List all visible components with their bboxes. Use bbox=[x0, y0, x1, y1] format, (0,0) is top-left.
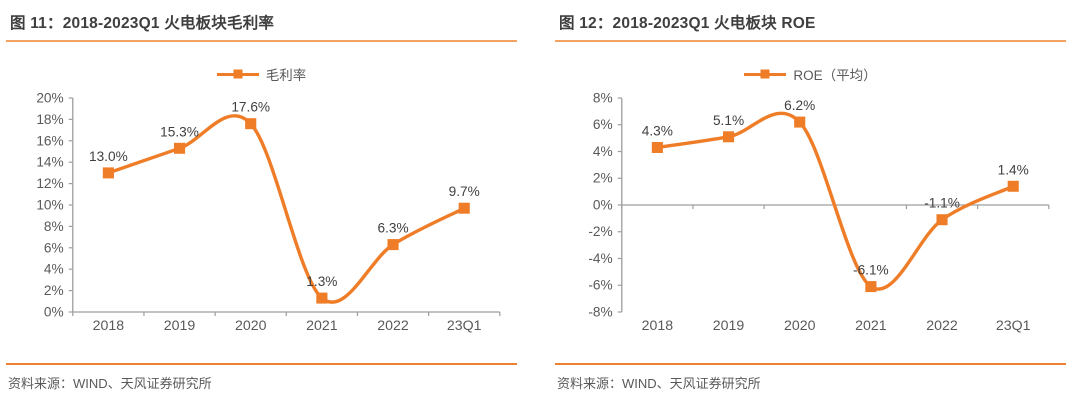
x-axis-label: 2021 bbox=[306, 317, 338, 333]
x-axis-label: 2022 bbox=[377, 317, 409, 333]
data-point-label: 1.4% bbox=[998, 162, 1029, 177]
y-axis-label: -8% bbox=[588, 305, 612, 320]
y-axis-label: 0% bbox=[44, 305, 64, 320]
legend-gross-margin: 毛利率 bbox=[6, 66, 517, 83]
y-axis-label: 4% bbox=[44, 262, 64, 277]
data-point-label: 4.3% bbox=[642, 124, 673, 139]
source-note: 资料来源：WIND、天风证券研究所 bbox=[557, 376, 761, 391]
y-axis-label: 6% bbox=[593, 117, 613, 132]
source-note: 资料来源：WIND、天风证券研究所 bbox=[8, 376, 212, 391]
y-axis-label: 18% bbox=[36, 112, 63, 127]
legend-label: ROE（平均） bbox=[793, 68, 877, 83]
data-point-label: 6.2% bbox=[784, 98, 815, 113]
y-axis-label: 14% bbox=[36, 155, 63, 170]
data-point-marker bbox=[173, 142, 186, 154]
legend-line-marker-icon bbox=[744, 72, 787, 76]
y-axis-label: 2% bbox=[593, 171, 613, 186]
x-axis-label: 2019 bbox=[713, 317, 745, 333]
line-chart-roe: -8% -6% -4% -2% 0% 2% 4% 6% 8% 2018 2019 2020 2021 20… bbox=[588, 91, 1050, 333]
x-axis-label: 2022 bbox=[926, 317, 958, 333]
data-point-marker bbox=[651, 141, 663, 153]
data-point-label: 13.0% bbox=[89, 149, 128, 164]
data-point-marker bbox=[722, 131, 735, 143]
data-point-marker bbox=[316, 292, 328, 304]
x-axis-label: 2020 bbox=[235, 317, 267, 333]
y-axis-label: 8% bbox=[44, 219, 64, 234]
data-point-marker bbox=[102, 167, 114, 179]
y-axis-label: 6% bbox=[44, 240, 64, 255]
y-axis-label: 2% bbox=[44, 283, 64, 298]
data-point-marker bbox=[794, 116, 806, 128]
y-axis-label: 20% bbox=[36, 91, 63, 106]
data-point-label: -6.1% bbox=[853, 263, 889, 278]
data-point-label: 15.3% bbox=[160, 124, 199, 139]
data-point-label: -1.1% bbox=[924, 196, 960, 211]
legend-roe: ROE（平均） bbox=[555, 66, 1066, 83]
panel-footer: 资料来源：WIND、天风证券研究所 bbox=[555, 363, 1066, 406]
x-axis-label: 2018 bbox=[93, 317, 125, 333]
x-axis-label: 2018 bbox=[642, 317, 674, 333]
y-axis-label: 8% bbox=[593, 91, 613, 106]
data-point-marker bbox=[387, 239, 399, 251]
legend-label: 毛利率 bbox=[265, 68, 307, 83]
data-point-label: 17.6% bbox=[231, 100, 270, 115]
chart-title-roe: 图 12：2018-2023Q1 火电板块 ROE bbox=[555, 0, 1066, 42]
data-point-marker bbox=[936, 214, 948, 226]
panel-roe: 图 12：2018-2023Q1 火电板块 ROE ROE（平均） -8% -6%… bbox=[555, 0, 1066, 406]
data-point-marker bbox=[245, 118, 257, 130]
y-axis-label: 4% bbox=[593, 144, 613, 159]
data-point-marker bbox=[1007, 180, 1019, 192]
panel-footer: 资料来源：WIND、天风证券研究所 bbox=[6, 363, 517, 406]
panel-gross-margin: 图 11：2018-2023Q1 火电板块毛利率 毛利率 0% 2% 4% 6% 8% 1… bbox=[6, 0, 517, 406]
x-axis-label: 2019 bbox=[164, 317, 196, 333]
data-point-label: 1.3% bbox=[306, 274, 337, 289]
series-line bbox=[106, 114, 466, 304]
data-point-label: 5.1% bbox=[713, 113, 744, 128]
x-axis-label: 2021 bbox=[855, 317, 887, 333]
x-axis-label: 2020 bbox=[784, 317, 816, 333]
line-chart-gross-margin: 0% 2% 4% 6% 8% 10% 12% 14% 16% 18% 20% 2018 2019 2020… bbox=[36, 91, 501, 333]
x-axis-label: 23Q1 bbox=[996, 317, 1031, 333]
data-point-marker bbox=[458, 202, 470, 214]
y-axis-label: 12% bbox=[36, 176, 63, 191]
y-axis-label: -6% bbox=[588, 278, 612, 293]
chart-title-gross-margin: 图 11：2018-2023Q1 火电板块毛利率 bbox=[6, 0, 517, 42]
data-point-label: 6.3% bbox=[377, 221, 408, 236]
legend-line-marker-icon bbox=[216, 72, 259, 76]
data-point-marker bbox=[865, 281, 877, 293]
y-axis-label: 0% bbox=[593, 198, 613, 213]
y-axis-label: 16% bbox=[36, 133, 63, 148]
y-axis-label: -4% bbox=[588, 251, 612, 266]
x-axis-label: 23Q1 bbox=[447, 317, 482, 333]
y-axis-label: -2% bbox=[588, 224, 612, 239]
y-axis-label: 10% bbox=[36, 198, 63, 213]
data-point-label: 9.7% bbox=[449, 184, 480, 199]
